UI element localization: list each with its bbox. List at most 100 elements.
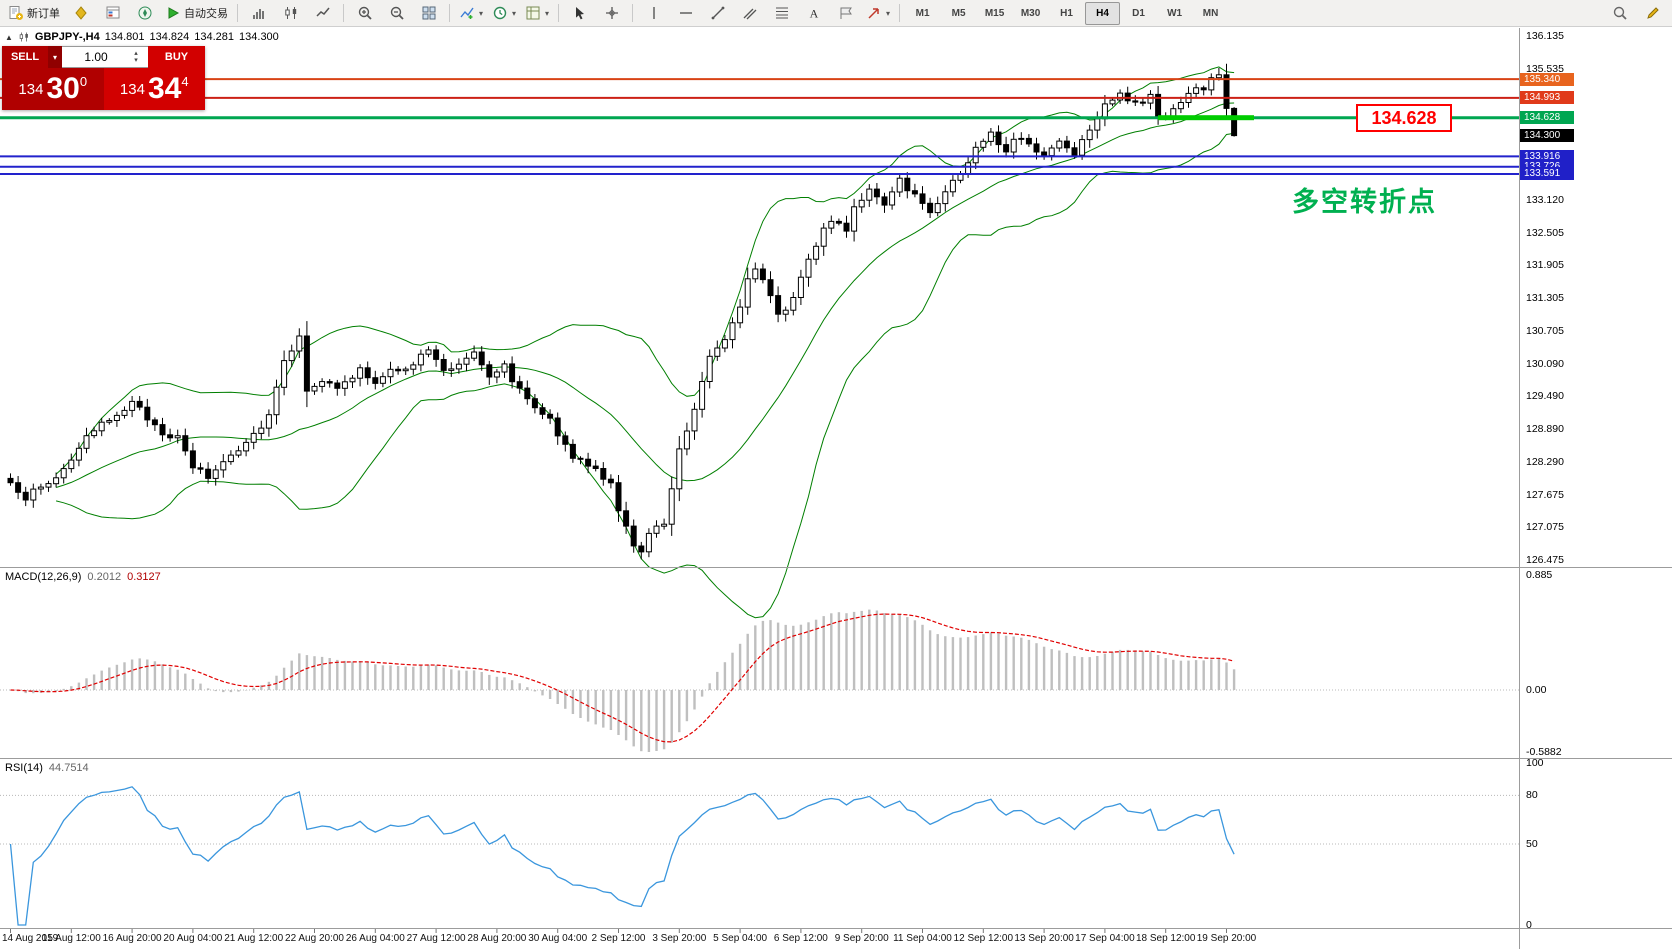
template-icon xyxy=(525,5,541,21)
toolbar-market-watch-button[interactable] xyxy=(97,1,128,26)
crosshair-icon xyxy=(604,5,620,21)
sell-price-point: 0 xyxy=(79,74,88,89)
toolbar-profiles-button[interactable] xyxy=(65,1,96,26)
buy-price-main: 134 xyxy=(119,80,145,98)
ohlc-open: 134.801 xyxy=(104,31,145,43)
macd-header: MACD(12,26,9) 0.2012 0.3127 xyxy=(5,571,161,583)
toolbar-horizontal-line-button[interactable] xyxy=(670,1,701,26)
toolbar-arrows-button[interactable]: ▾ xyxy=(862,1,894,26)
timeframe-button-M30[interactable]: M30 xyxy=(1020,7,1041,19)
toolbar-separator xyxy=(558,4,560,22)
stepper-up-icon[interactable]: ▴ xyxy=(134,50,138,57)
toolbar-edit-button[interactable] xyxy=(1637,1,1668,26)
toolbar-new-order-button[interactable]: 新订单 xyxy=(4,1,64,26)
toolbar-search-button[interactable] xyxy=(1604,1,1635,26)
horizontal-line-icon xyxy=(678,5,694,21)
volume-stepper[interactable]: ▴ ▾ xyxy=(130,50,142,64)
toolbar-cursor-button[interactable] xyxy=(564,1,595,26)
navigator-icon xyxy=(137,5,153,21)
chevron-down-icon: ▾ xyxy=(886,8,891,18)
one-click-collapse-icon[interactable]: ▲ xyxy=(5,32,13,42)
macd-label: MACD(12,26,9) xyxy=(5,571,82,583)
toolbar-separator xyxy=(632,4,634,22)
toolbar-autotrading-label: 自动交易 xyxy=(184,8,228,20)
toolbar-text-button[interactable] xyxy=(798,1,829,26)
toolbar-label-button[interactable] xyxy=(830,1,861,26)
toolbar-navigator-button[interactable] xyxy=(129,1,160,26)
tile-windows-icon xyxy=(421,5,437,21)
toolbar-new-order-label: 新订单 xyxy=(27,8,60,20)
symbol-header: ▲ GBPJPY-,H4 134.801 134.824 134.281 134… xyxy=(5,31,279,43)
play-icon xyxy=(165,5,181,21)
candlestick-icon xyxy=(283,5,299,21)
toolbar-crosshair-button[interactable] xyxy=(596,1,627,26)
toolbar-candlestick-mode-button[interactable] xyxy=(275,1,306,26)
toolbar-autotrading-button[interactable]: 自动交易 xyxy=(161,1,232,26)
toolbar-separator xyxy=(237,4,238,22)
toolbar-line-chart-mode-button[interactable] xyxy=(307,1,338,26)
new-order-icon xyxy=(8,5,24,21)
cursor-icon xyxy=(572,5,588,21)
arrow-tool-icon xyxy=(866,5,882,21)
stepper-down-icon[interactable]: ▾ xyxy=(134,57,138,64)
sell-button[interactable]: SELL xyxy=(2,46,48,68)
ohlc-high: 134.824 xyxy=(149,31,190,43)
pencil-icon xyxy=(1645,5,1661,21)
ohlc-close: 134.300 xyxy=(239,31,279,43)
toolbar-vertical-line-button[interactable] xyxy=(638,1,669,26)
volume-input[interactable] xyxy=(62,47,130,67)
fibonacci-icon xyxy=(774,5,790,21)
sell-price-pips: 30 xyxy=(46,72,80,105)
ohlc-low: 134.281 xyxy=(194,31,235,43)
timeframe-button-MN[interactable]: MN xyxy=(1202,7,1219,19)
order-type-dropdown[interactable]: ▾ xyxy=(48,46,62,68)
vertical-line-icon xyxy=(646,5,662,21)
toolbar-zoom-out-button[interactable] xyxy=(381,1,412,26)
buy-price-pips: 34 xyxy=(147,72,182,105)
toolbar-bar-chart-mode-button[interactable] xyxy=(243,1,274,26)
timeframe-button-H1[interactable]: H1 xyxy=(1060,7,1073,19)
timeframe-button-M5[interactable]: M5 xyxy=(951,7,966,19)
market-watch-icon xyxy=(105,5,121,21)
trendline-icon xyxy=(710,5,726,21)
buy-button[interactable]: BUY xyxy=(148,46,205,68)
timeframe-button-H4[interactable]: H4 xyxy=(1085,1,1121,25)
text-icon xyxy=(806,5,822,21)
chart-annotation: 多空转折点 xyxy=(1292,187,1437,217)
label-icon xyxy=(838,5,854,21)
buy-price-panel[interactable]: 134 34 4 xyxy=(103,68,205,110)
toolbar-channel-button[interactable] xyxy=(734,1,765,26)
timeframe-button-M15[interactable]: M15 xyxy=(984,7,1005,19)
buy-price-point: 4 xyxy=(181,74,189,89)
toolbar-separator xyxy=(899,4,901,22)
candlestick-icon xyxy=(18,31,30,43)
zoom-in-icon xyxy=(357,5,373,21)
toolbar-right-group xyxy=(1604,1,1668,26)
toolbar-indicators-button[interactable]: ▾ xyxy=(455,1,487,26)
timeframe-button-M1[interactable]: M1 xyxy=(915,7,930,19)
diamond-icon xyxy=(73,5,89,21)
price-callout[interactable]: 134.628 xyxy=(1356,104,1452,132)
indicators-icon xyxy=(459,5,475,21)
timeframe-button-D1[interactable]: D1 xyxy=(1132,7,1145,19)
zoom-out-icon xyxy=(389,5,405,21)
toolbar-trendline-button[interactable] xyxy=(702,1,733,26)
one-click-trading-panel: SELL ▾ ▴▾ BUY 134 30 0 134 34 4 xyxy=(2,46,205,110)
timeframe-button-W1[interactable]: W1 xyxy=(1167,7,1183,19)
bar-chart-icon xyxy=(251,5,267,21)
sell-price-panel[interactable]: 134 30 0 xyxy=(2,68,104,110)
chevron-down-icon: ▾ xyxy=(512,8,517,18)
toolbar-zoom-in-button[interactable] xyxy=(349,1,380,26)
macd-value: 0.2012 xyxy=(87,571,122,583)
chevron-down-icon: ▾ xyxy=(52,52,57,62)
toolbar-fibonacci-button[interactable] xyxy=(766,1,797,26)
toolbar-templates-button[interactable]: ▾ xyxy=(521,1,553,26)
rsi-label: RSI(14) xyxy=(5,762,43,774)
sell-price-main: 134 xyxy=(18,80,44,98)
macd-signal-value: 0.3127 xyxy=(127,571,161,583)
toolbar-tile-windows-button[interactable] xyxy=(413,1,444,26)
volume-box: ▴▾ xyxy=(62,46,148,68)
toolbar-separator xyxy=(343,4,344,22)
toolbar-periods-button[interactable]: ▾ xyxy=(488,1,520,26)
